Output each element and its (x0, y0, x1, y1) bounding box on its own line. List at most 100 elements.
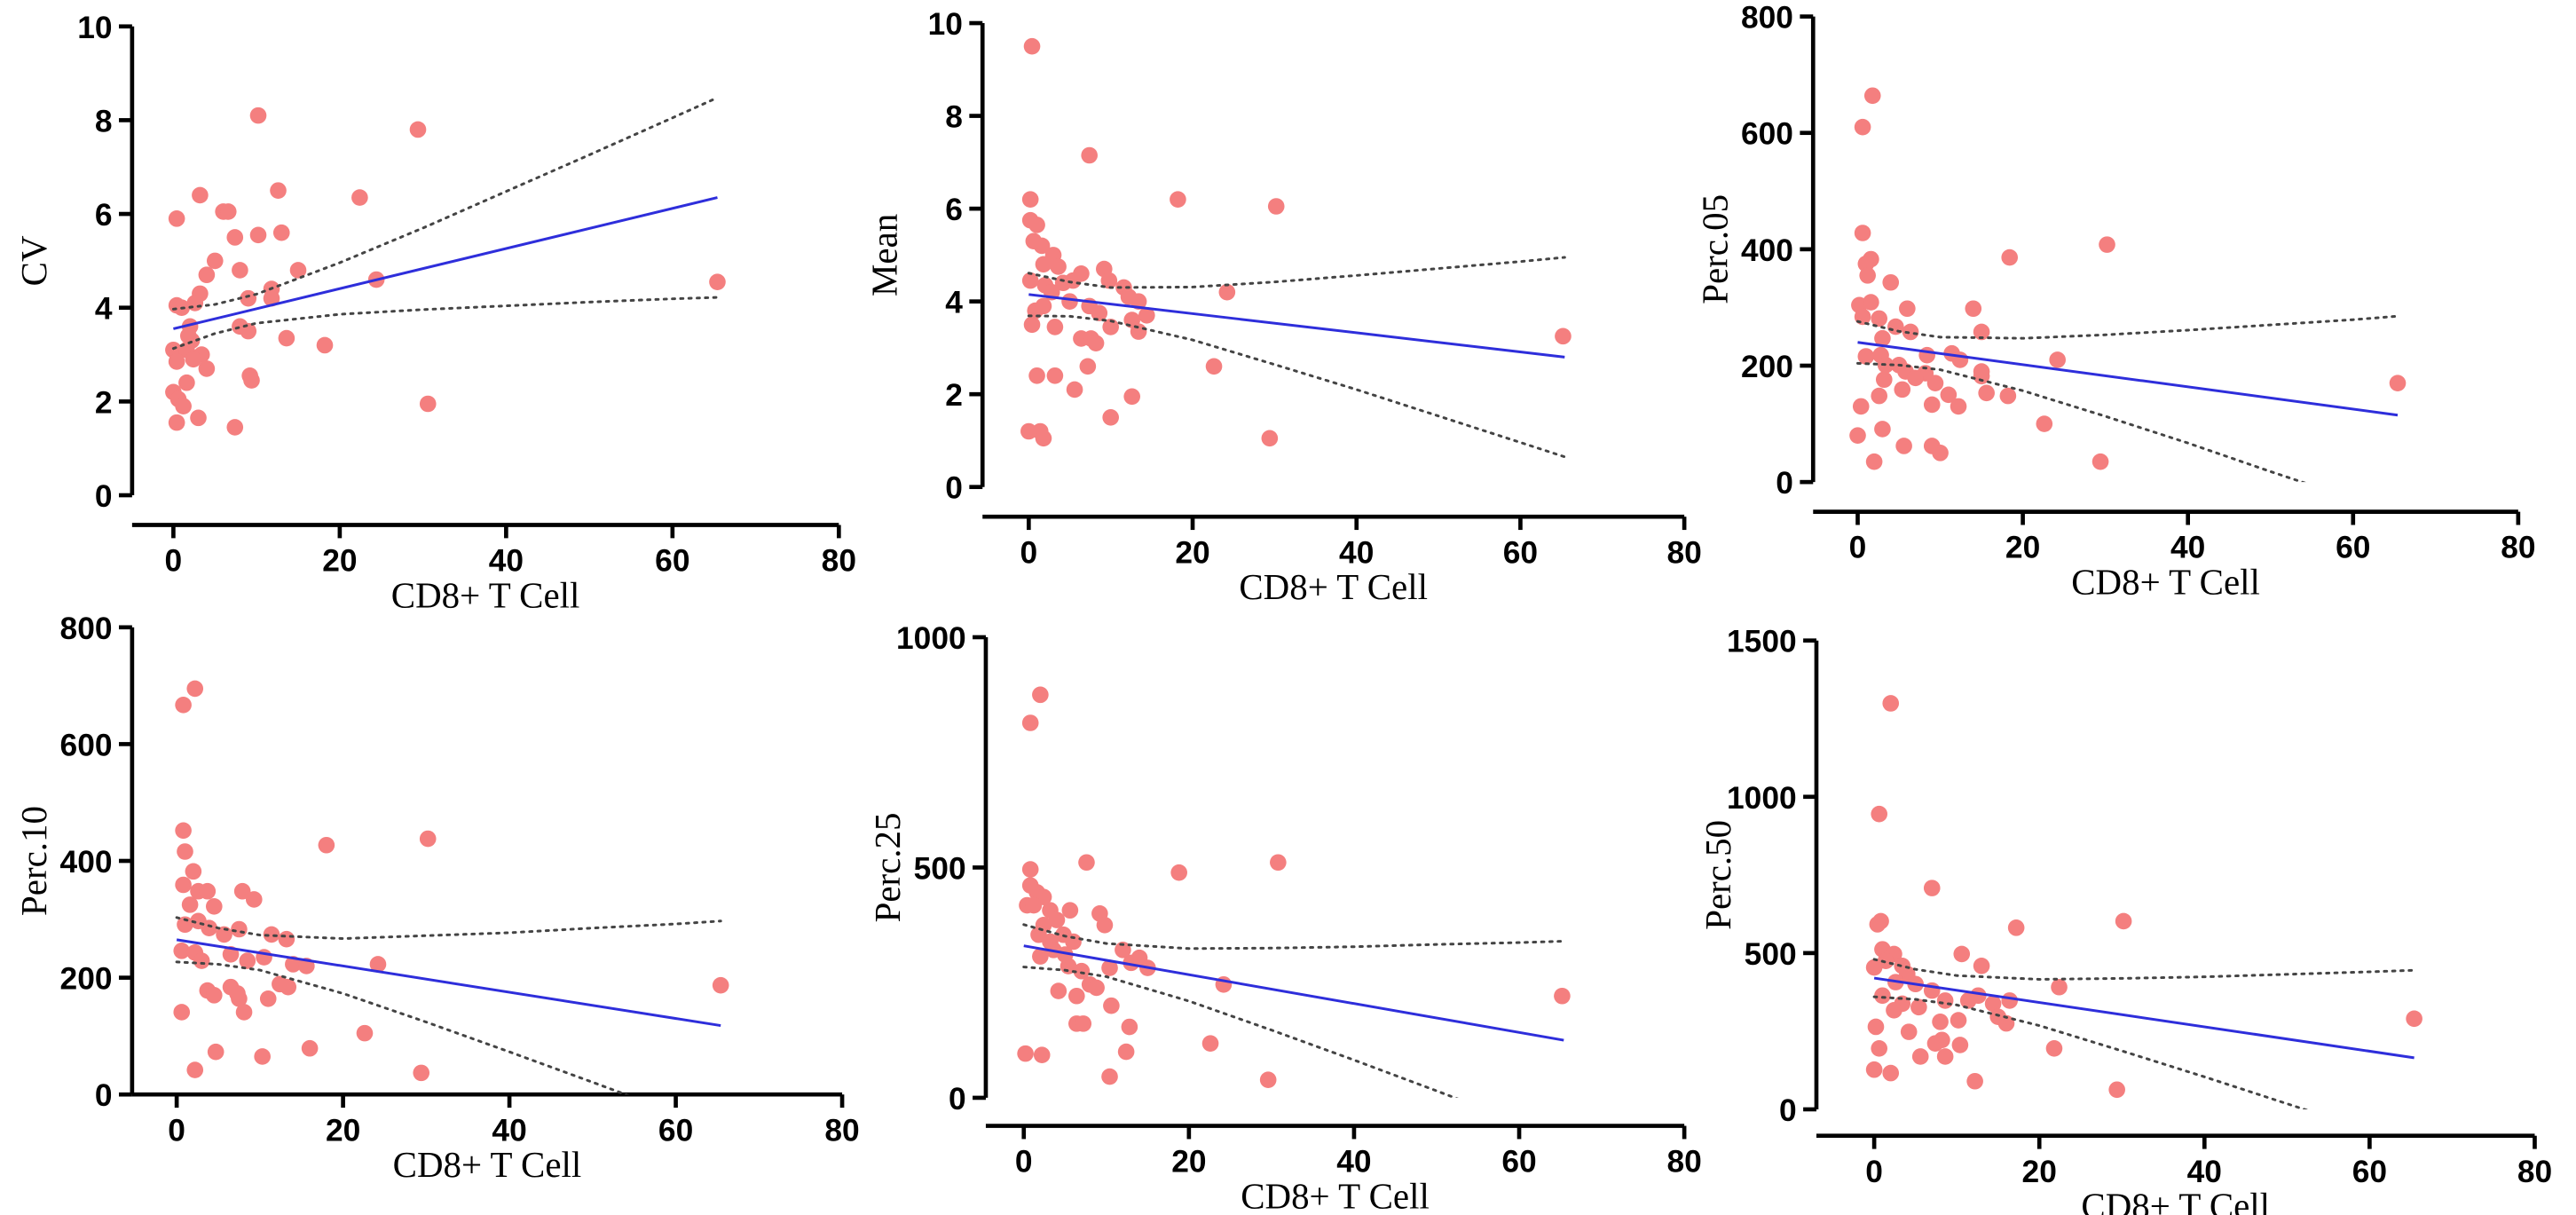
data-point (1899, 300, 1916, 318)
data-point (207, 1043, 225, 1061)
x-tick-label: 40 (2170, 531, 2205, 565)
data-point (2115, 912, 2132, 930)
data-point (1932, 445, 1949, 462)
y-tick-label: 0 (1776, 466, 1793, 501)
data-point (278, 930, 295, 948)
data-point (278, 329, 295, 347)
data-point (2389, 375, 2407, 391)
data-point (1061, 902, 1079, 919)
data-point (1865, 453, 1883, 470)
data-point (175, 876, 192, 894)
data-point (1032, 948, 1049, 965)
data-point (185, 351, 202, 368)
data-point (2049, 351, 2066, 368)
y-tick-label: 4 (945, 286, 963, 320)
y-axis-label: Mean (864, 214, 904, 296)
chart-panel-3: 0 200 400 600 800 0 20 40 60 80 CD8+ T Cell Perc.05 (1695, 1, 2535, 603)
data-point (201, 919, 217, 936)
data-point (1978, 384, 1995, 402)
y-tick-label: 2 (95, 385, 113, 420)
data-point (219, 203, 237, 220)
data-point (1078, 854, 1095, 872)
data-point (1951, 351, 1969, 368)
data-point (409, 121, 427, 138)
data-point (1087, 335, 1105, 351)
data-point (173, 1004, 191, 1021)
data-point (1973, 958, 1990, 974)
data-point (1871, 387, 1888, 405)
data-point (1854, 308, 1871, 326)
x-tick-label: 0 (165, 544, 183, 579)
x-tick-label: 20 (1175, 535, 1209, 570)
data-point (1874, 987, 1891, 1005)
data-point (369, 956, 387, 973)
y-tick-label: 800 (1741, 1, 1793, 36)
data-point (1970, 987, 1987, 1005)
data-point (1950, 398, 1967, 415)
data-point (1020, 422, 1037, 440)
data-point (1073, 962, 1091, 980)
data-point (1911, 1048, 1929, 1065)
regression-line (1023, 944, 1564, 1042)
data-point (177, 843, 193, 860)
chart-panel-4: 0 200 400 600 800 0 20 40 60 80 CD8+ T Cell Perc.10 (14, 611, 860, 1185)
data-point (1984, 995, 2002, 1013)
data-point (175, 697, 192, 714)
data-point (1875, 371, 1893, 389)
data-point (179, 327, 197, 344)
data-point (254, 1048, 271, 1065)
data-point (419, 830, 437, 848)
x-tick-label: 0 (1015, 1145, 1033, 1179)
data-point (301, 1039, 319, 1057)
data-point (1115, 942, 1131, 959)
data-point (1854, 225, 1871, 241)
data-point (1270, 854, 1287, 872)
data-point (205, 987, 223, 1004)
data-point (413, 1064, 430, 1082)
data-point (1907, 369, 1924, 387)
chart-panel-2: 0 2 4 6 8 10 0 20 40 60 80 CD8+ T Cell Mean (864, 7, 1701, 607)
x-tick-label: 40 (492, 1113, 526, 1148)
data-point (1075, 1015, 1092, 1032)
data-point (231, 920, 248, 938)
y-tick-label: 8 (95, 104, 113, 138)
data-point (249, 226, 267, 244)
data-point (1852, 398, 1870, 415)
data-point (280, 978, 297, 996)
y-axis-label: Perc.25 (868, 813, 908, 923)
data-point (270, 182, 287, 199)
data-point (272, 224, 290, 241)
data-point (1973, 363, 1990, 380)
data-point (1953, 945, 1971, 963)
data-point (1259, 1071, 1277, 1088)
ci-lower-band-line (1027, 314, 1566, 459)
data-point (199, 882, 217, 900)
data-point (226, 419, 244, 436)
data-point (2092, 453, 2109, 470)
y-tick-label: 800 (60, 611, 113, 646)
data-point (1170, 864, 1187, 881)
data-point (1170, 191, 1186, 208)
chart-panel-1: 0 2 4 6 8 10 0 20 40 60 80 CD8+ T Cell CV (14, 11, 856, 616)
data-point (1050, 982, 1067, 999)
data-point (2001, 992, 2019, 1009)
data-point (1554, 987, 1571, 1005)
data-point (1926, 375, 1944, 391)
x-tick-label: 60 (2352, 1155, 2387, 1189)
data-point (1865, 959, 1883, 976)
data-point (1261, 430, 1279, 447)
data-point (1205, 358, 1223, 375)
y-axis-label: Perc.50 (1698, 820, 1738, 930)
chart-panel-5: 0 500 1000 0 20 40 60 80 CD8+ T Cell Perc.25 (868, 621, 1702, 1215)
x-tick-label: 40 (1336, 1145, 1371, 1179)
regression-line (176, 938, 721, 1028)
data-point (1902, 323, 1919, 341)
data-point (1102, 409, 1119, 426)
data-point (1025, 233, 1043, 249)
data-point (243, 372, 260, 389)
y-tick-label: 200 (1741, 350, 1793, 384)
data-point (1910, 998, 1927, 1016)
data-point (168, 353, 185, 370)
data-point (263, 289, 280, 307)
x-tick-label: 40 (1339, 535, 1374, 570)
